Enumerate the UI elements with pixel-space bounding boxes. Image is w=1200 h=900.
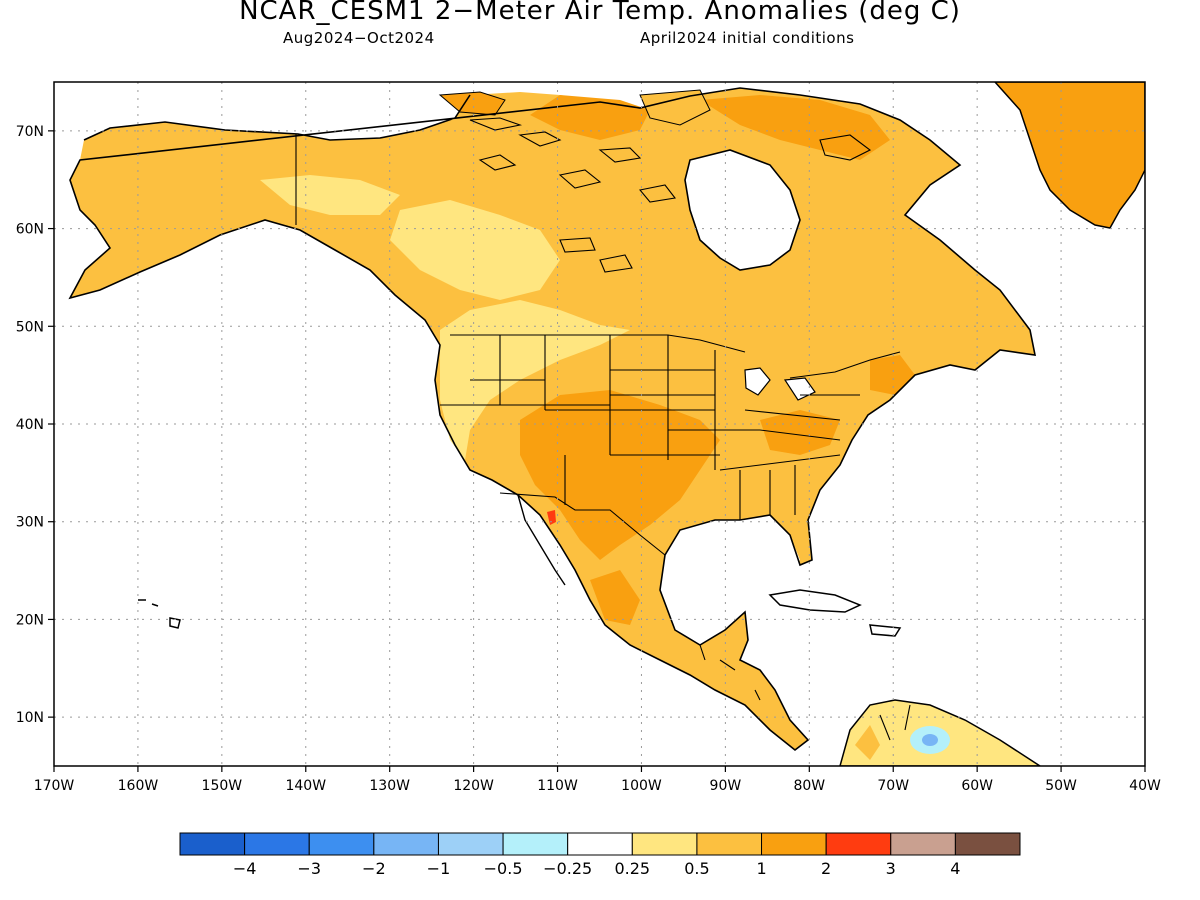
longitude-label: 110W xyxy=(537,778,578,794)
longitude-label: 160W xyxy=(118,778,159,794)
init-subtitle: April2024 initial conditions xyxy=(640,29,855,47)
longitude-label: 90W xyxy=(710,778,742,794)
colorbar-label: −2 xyxy=(362,859,386,878)
colorbar-label: 3 xyxy=(886,859,896,878)
colorbar-swatch xyxy=(437,832,504,856)
map-title: NCAR_CESM1 2−Meter Air Temp. Anomalies (… xyxy=(239,0,961,26)
colorbar-swatch xyxy=(373,832,439,856)
colorbar-swatch xyxy=(954,832,1021,856)
colorbar-swatch xyxy=(179,832,246,856)
period-subtitle: Aug2024−Oct2024 xyxy=(283,29,435,47)
colorbar-label: −0.5 xyxy=(484,859,523,878)
longitude-label: 120W xyxy=(453,778,494,794)
greenland xyxy=(993,82,1145,229)
latitude-label: 20N xyxy=(16,612,44,628)
colorbar-swatch xyxy=(567,832,633,856)
gulf-of-mexico xyxy=(665,525,800,620)
political-boundaries xyxy=(295,134,911,741)
colorbar-swatch xyxy=(696,832,763,856)
longitude-label: 140W xyxy=(285,778,326,794)
colorbar-label: 0.5 xyxy=(684,859,709,878)
colorbar-swatch xyxy=(631,832,698,856)
longitude-label: 150W xyxy=(202,778,243,794)
coastline xyxy=(68,87,1037,752)
hudson-bay xyxy=(685,150,800,270)
longitude-label: 80W xyxy=(793,778,825,794)
colorbar-label: 4 xyxy=(950,859,960,878)
latitude-label: 30N xyxy=(16,515,44,531)
colorbar-swatch xyxy=(761,832,827,856)
latitude-axis: 70N 60N 50N 40N 30N 20N 10N xyxy=(16,124,54,726)
map-area xyxy=(54,82,1145,766)
colorbar-label: 0.25 xyxy=(614,859,650,878)
hotspot-zone xyxy=(547,510,556,525)
colorbar: −4 −3 −2 −1 −0.5 −0.25 0.25 0.5 1 2 3 4 xyxy=(179,832,1021,878)
pale-anomaly-zone xyxy=(440,300,630,460)
longitude-label: 130W xyxy=(369,778,410,794)
colorbar-label: −3 xyxy=(297,859,321,878)
colorbar-label: −4 xyxy=(233,859,257,878)
graticule xyxy=(54,82,1145,766)
latitude-label: 60N xyxy=(16,222,44,238)
longitude-label: 100W xyxy=(621,778,662,794)
colorbar-label: −0.25 xyxy=(543,859,592,878)
longitude-label: 170W xyxy=(34,778,75,794)
warm-anomaly-zone xyxy=(520,390,720,560)
colorbar-swatch xyxy=(825,832,892,856)
longitude-label: 40W xyxy=(1129,778,1161,794)
longitude-label: 60W xyxy=(961,778,993,794)
colorbar-swatch xyxy=(308,832,375,856)
colorbar-label: −1 xyxy=(427,859,451,878)
latitude-label: 50N xyxy=(16,319,44,335)
colorbar-swatch xyxy=(244,832,310,856)
longitude-label: 50W xyxy=(1045,778,1077,794)
colorbar-swatch xyxy=(502,832,569,856)
latitude-label: 70N xyxy=(16,124,44,140)
longitude-label: 70W xyxy=(877,778,909,794)
colorbar-swatch xyxy=(890,832,956,856)
colorbar-label: 1 xyxy=(756,859,766,878)
latitude-label: 40N xyxy=(16,417,44,433)
longitude-axis: 170W 160W 150W 140W 130W 120W 110W 100W 90W 80W 70… xyxy=(34,766,1161,794)
colorbar-label: 2 xyxy=(821,859,831,878)
latitude-label: 10N xyxy=(16,710,44,726)
